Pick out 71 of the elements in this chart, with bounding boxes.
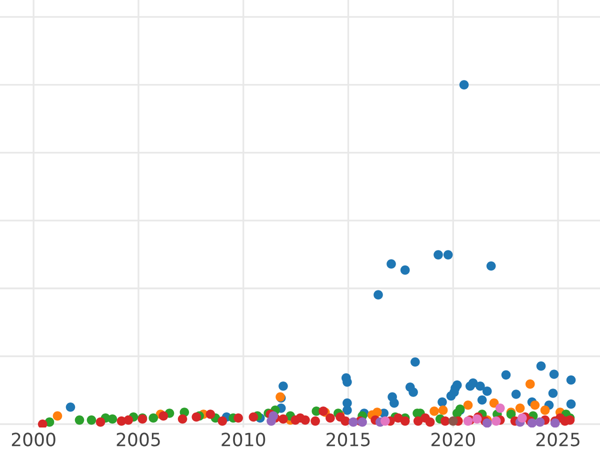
point [491,416,501,426]
point [296,413,305,423]
point [248,412,258,422]
point [38,419,48,428]
point [477,395,487,405]
point [390,398,399,408]
point [518,413,527,423]
point [515,404,525,413]
point [348,417,358,427]
point [536,361,546,371]
point [372,408,382,417]
point [410,357,420,367]
point [468,378,478,388]
point [374,290,383,300]
point [124,415,134,425]
x-tick-label: 2025 [536,432,580,446]
point [108,414,118,424]
point [148,413,158,423]
point [66,402,76,412]
point [326,413,335,423]
point [413,416,423,426]
x-tick-label: 2010 [222,432,266,446]
point [86,415,96,425]
point [535,417,545,427]
point [342,406,352,415]
point [52,411,62,421]
point [459,80,469,90]
x-tick-label: 2005 [116,432,160,446]
point [548,388,558,398]
point [566,399,576,409]
point [192,412,202,422]
point [342,377,352,387]
point [420,413,430,423]
point [495,404,505,413]
point [206,410,216,419]
point [438,397,447,407]
point [96,417,106,427]
point [486,261,496,271]
x-tick-label: 2015 [326,432,370,446]
point [234,413,243,423]
point [511,390,521,399]
point [158,411,168,421]
point [482,386,492,396]
point [394,413,403,423]
point [443,250,453,260]
point [380,416,390,426]
point [463,400,473,410]
point [430,406,439,416]
point [278,414,288,424]
point [386,259,396,269]
point [549,370,559,379]
point [448,416,458,426]
point [434,250,443,260]
point [400,265,410,275]
point [476,381,485,391]
point [408,388,418,397]
point [178,414,188,424]
point [566,375,576,385]
point [440,416,450,426]
point [218,416,228,426]
point [489,398,499,408]
point [501,370,511,380]
point [278,381,288,391]
point [525,379,535,389]
point [438,406,448,415]
x-tick-label: 2000 [12,432,56,446]
point [74,415,84,425]
point [530,400,540,410]
x-tick-label: 2020 [431,432,475,446]
point [540,406,550,415]
point [310,416,320,426]
